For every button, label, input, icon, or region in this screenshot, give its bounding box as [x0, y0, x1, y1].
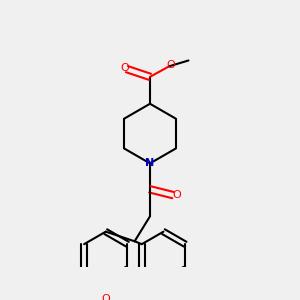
Text: O: O: [120, 63, 129, 73]
Text: O: O: [101, 294, 110, 300]
Text: O: O: [172, 190, 181, 200]
Text: N: N: [146, 158, 154, 168]
Text: O: O: [166, 60, 175, 70]
